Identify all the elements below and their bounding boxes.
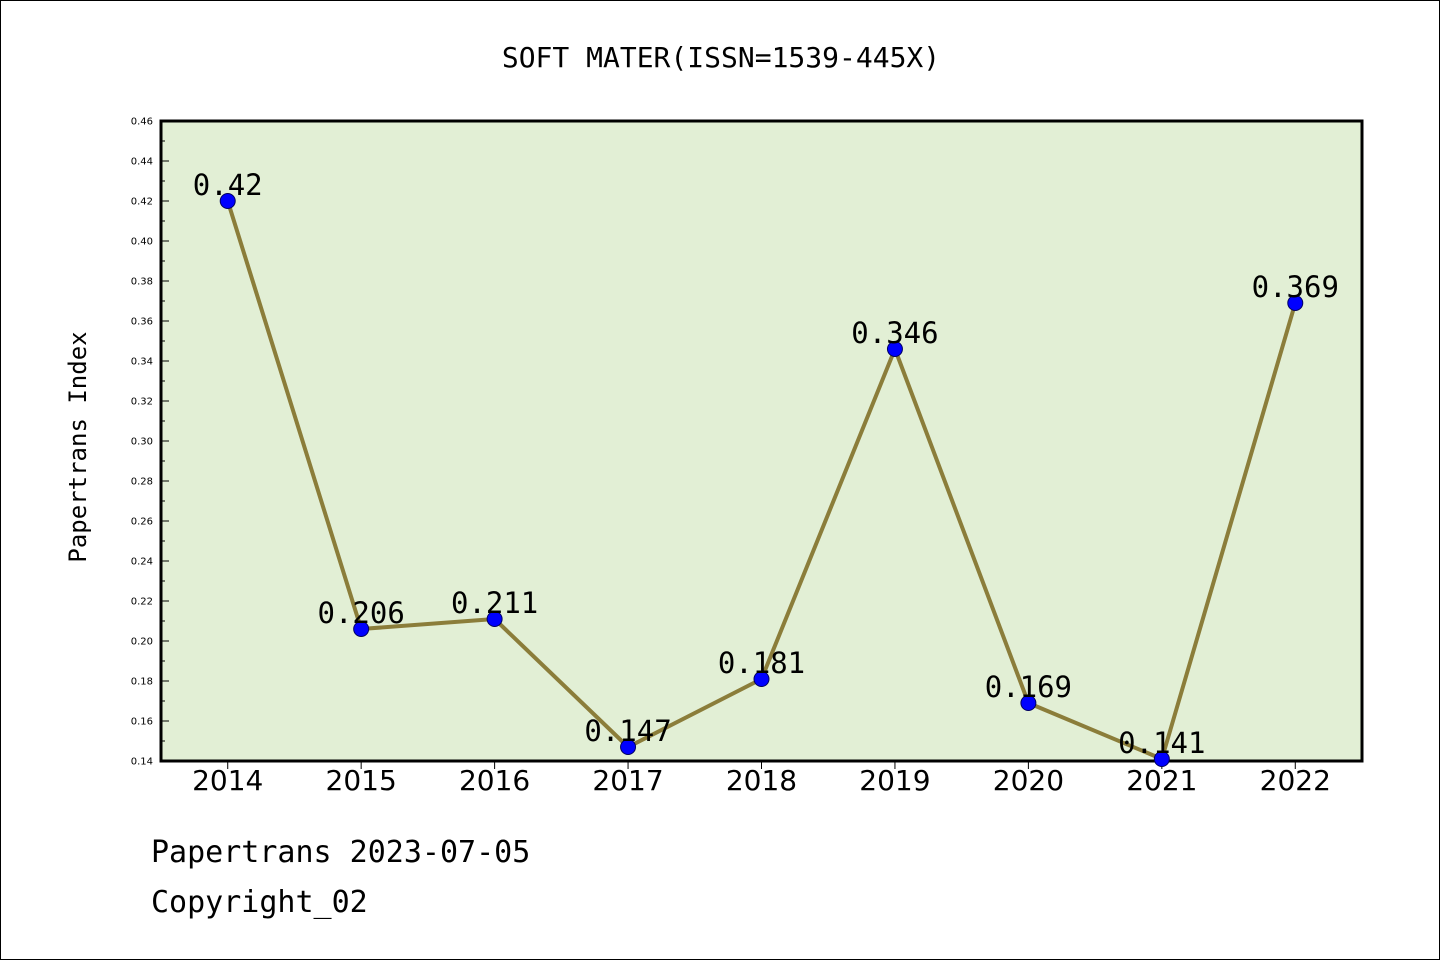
x-tick-label: 2018	[726, 764, 797, 797]
y-tick-label: 0.18	[131, 677, 153, 688]
y-tick-label: 0.42	[131, 197, 153, 208]
data-point	[753, 671, 770, 687]
chart-title: SOFT MATER(ISSN=1539-445X)	[502, 41, 940, 74]
data-point	[219, 193, 236, 209]
y-tick-label: 0.46	[131, 117, 153, 128]
data-point	[486, 611, 503, 627]
y-tick-label: 0.44	[131, 157, 153, 168]
data-label: 0.346	[851, 316, 938, 350]
data-series: 0.42 0.206 0.211 0.147 0.181 0.346 0.169 0.141 0…	[193, 168, 1339, 767]
y-tick-label: 0.16	[131, 717, 153, 728]
y-tick-label: 0.28	[131, 477, 153, 488]
plot-area	[159, 119, 1364, 763]
data-point	[353, 621, 370, 637]
y-axis-label: Papertrans Index	[64, 331, 92, 562]
data-point	[620, 739, 637, 755]
data-label: 0.369	[1252, 270, 1339, 304]
x-axis: 2014 2015 2016 2017 2018 2019 2020 2021 2022	[192, 761, 1331, 797]
y-tick-label: 0.40	[131, 237, 153, 248]
x-tick-label: 2022	[1260, 764, 1331, 797]
footer-copyright-line: Copyright_02	[151, 885, 368, 920]
data-label: 0.211	[451, 586, 538, 620]
footer-date-line: Papertrans 2023-07-05	[151, 835, 531, 870]
data-label: 0.181	[718, 646, 805, 680]
x-tick-label: 2019	[859, 764, 930, 797]
x-tick-label: 2021	[1126, 764, 1197, 797]
y-tick-label: 0.34	[131, 357, 153, 368]
data-point	[886, 341, 903, 357]
y-tick-label: 0.22	[131, 597, 153, 608]
data-point	[1153, 751, 1170, 767]
y-tick-label: 0.32	[131, 397, 153, 408]
y-tick-label: 0.14	[131, 757, 153, 768]
data-point	[1287, 295, 1304, 311]
y-tick-label: 0.30	[131, 437, 153, 448]
data-label: 0.169	[985, 670, 1072, 704]
x-tick-label: 2017	[592, 764, 663, 797]
x-tick-label: 2015	[326, 764, 397, 797]
x-tick-label: 2020	[993, 764, 1064, 797]
data-label: 0.147	[584, 714, 671, 748]
y-tick-label: 0.38	[131, 277, 153, 288]
x-tick-label: 2016	[459, 764, 530, 797]
data-label: 0.206	[318, 596, 405, 630]
data-label: 0.42	[193, 168, 263, 202]
x-tick-label: 2014	[192, 764, 263, 797]
y-tick-label: 0.26	[131, 517, 153, 528]
y-tick-label: 0.24	[131, 557, 153, 568]
data-label: 0.141	[1118, 726, 1205, 760]
data-point	[1020, 695, 1037, 711]
y-tick-label: 0.20	[131, 637, 153, 648]
y-tick-label: 0.36	[131, 317, 153, 328]
y-axis: 0.14 0.16 0.18 0.20 0.22 0.24 0.26 0.28 0.30 0.32…	[131, 117, 169, 768]
